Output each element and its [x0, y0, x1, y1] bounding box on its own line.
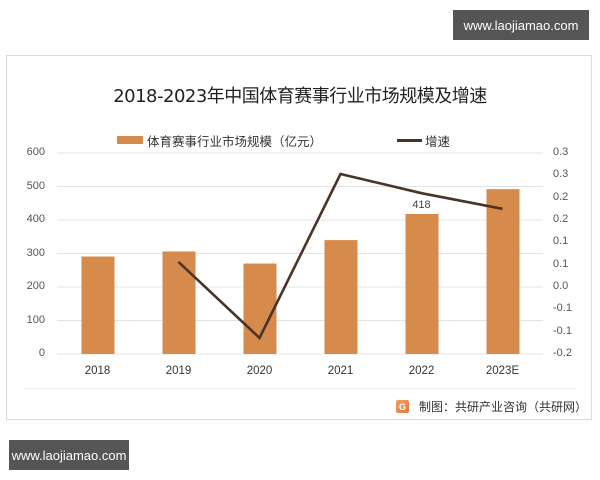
right-axis-tick: 0.0 [553, 280, 569, 292]
bar-series [81, 189, 520, 354]
left-axis-tick: 500 [26, 179, 45, 192]
bar-2018 [81, 256, 115, 354]
legend-item-market-size: 体育赛事行业市场规模（亿元） [117, 131, 322, 149]
right-axis-tick: 0.3 [553, 146, 569, 158]
bar-2022 [405, 213, 439, 354]
right-axis-tick: 0.1 [553, 257, 569, 270]
legend-item-growth: 增速 [397, 131, 450, 149]
x-axis-tick: 2019 [165, 365, 192, 377]
legend-label-growth: 增速 [425, 133, 451, 149]
right-axis-tick: -0.1 [553, 302, 572, 315]
x-axis-tick: 2021 [327, 365, 354, 377]
left-axis-tick: 0 [38, 347, 45, 359]
x-axis-tick: 2020 [246, 365, 273, 377]
left-axis-tick: 600 [26, 146, 45, 158]
right-axis-tick: 0.2 [553, 213, 569, 225]
legend-label-market-size: 体育赛事行业市场规模（亿元） [147, 133, 323, 149]
footer-divider [25, 388, 576, 389]
right-axis-tick: 0.1 [553, 235, 569, 248]
left-axis-tick: 300 [26, 246, 45, 259]
x-axis-tick: 2018 [84, 365, 111, 377]
watermark-badge-bottom: www.laojiamao.com [9, 440, 129, 470]
right-axis-tick: 0.2 [553, 190, 569, 203]
chart-title: 2018-2023年中国体育赛事行业市场规模及增速 [113, 86, 487, 107]
right-axis-tick: -0.2 [553, 347, 572, 359]
right-axis-tick: -0.1 [553, 324, 572, 337]
bar-2021 [324, 240, 358, 354]
data-label-2022: 418 [412, 199, 430, 211]
watermark-badge-top: www.laojiamao.com [453, 10, 589, 40]
legend-line-swatch-icon [397, 138, 422, 142]
source-credit: G 制图：共研产业咨询（共研网） [396, 398, 587, 415]
right-axis-tick: 0.3 [553, 168, 569, 181]
left-axis-tick: 100 [26, 313, 45, 326]
bar-2019 [162, 251, 196, 354]
x-axis-tick: 2023E [485, 365, 520, 377]
source-text: 制图：共研产业咨询（共研网） [419, 400, 588, 414]
left-axis-tick: 400 [26, 213, 45, 225]
data-labels: 418 [412, 199, 430, 211]
bar-2023E [486, 189, 520, 354]
legend-bar-swatch-icon [117, 136, 143, 144]
line-series [177, 172, 503, 341]
left-axis-tick: 200 [26, 280, 45, 292]
x-axis-tick: 2022 [408, 365, 435, 377]
bar-2020 [243, 263, 277, 354]
source-logo-icon: G [396, 400, 409, 413]
